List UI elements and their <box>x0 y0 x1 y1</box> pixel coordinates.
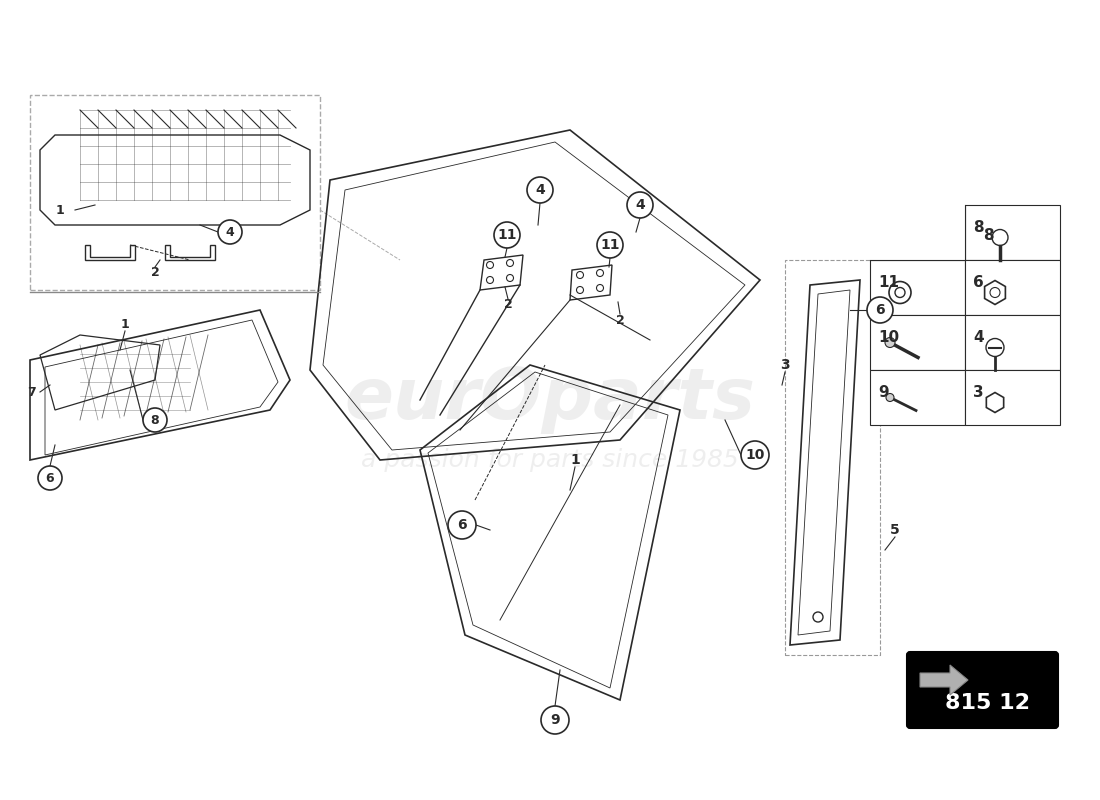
Text: 6: 6 <box>876 303 884 317</box>
Text: 4: 4 <box>974 330 983 345</box>
Circle shape <box>143 408 167 432</box>
Text: 7: 7 <box>28 386 36 398</box>
Text: 6: 6 <box>458 518 466 532</box>
Circle shape <box>448 511 476 539</box>
Circle shape <box>39 466 62 490</box>
Text: 8: 8 <box>151 414 160 426</box>
Text: 9: 9 <box>550 713 560 727</box>
Circle shape <box>741 441 769 469</box>
Text: a passion for parts since 1985: a passion for parts since 1985 <box>361 448 739 472</box>
FancyBboxPatch shape <box>870 315 965 370</box>
Text: 8: 8 <box>974 220 983 235</box>
Text: 11: 11 <box>601 238 619 252</box>
FancyBboxPatch shape <box>965 260 1060 315</box>
Text: 1: 1 <box>56 203 65 217</box>
FancyBboxPatch shape <box>870 205 965 260</box>
Text: 10: 10 <box>878 330 899 345</box>
Circle shape <box>597 232 623 258</box>
Text: 4: 4 <box>635 198 645 212</box>
Text: 4: 4 <box>226 226 234 238</box>
Text: 1: 1 <box>570 453 580 467</box>
Circle shape <box>886 338 895 347</box>
Text: 5: 5 <box>890 523 900 537</box>
FancyBboxPatch shape <box>870 370 965 425</box>
FancyBboxPatch shape <box>965 315 1060 370</box>
Circle shape <box>494 222 520 248</box>
FancyBboxPatch shape <box>908 652 1058 728</box>
Text: 6: 6 <box>46 471 54 485</box>
Circle shape <box>527 177 553 203</box>
Circle shape <box>541 706 569 734</box>
Text: eurOparts: eurOparts <box>344 366 756 434</box>
Circle shape <box>627 192 653 218</box>
Text: 815 12: 815 12 <box>945 693 1030 713</box>
Text: 3: 3 <box>780 358 790 372</box>
Polygon shape <box>920 665 968 695</box>
Text: 2: 2 <box>504 298 513 311</box>
Text: 11: 11 <box>878 275 899 290</box>
Text: 9: 9 <box>878 385 889 400</box>
Text: 6: 6 <box>974 275 983 290</box>
Circle shape <box>218 220 242 244</box>
FancyBboxPatch shape <box>965 370 1060 425</box>
FancyBboxPatch shape <box>870 260 965 315</box>
Text: 3: 3 <box>974 385 983 400</box>
Text: 11: 11 <box>497 228 517 242</box>
Text: 4: 4 <box>535 183 544 197</box>
Text: 10: 10 <box>746 448 764 462</box>
Text: 8: 8 <box>983 228 994 242</box>
Circle shape <box>867 297 893 323</box>
Circle shape <box>886 394 894 402</box>
Text: 2: 2 <box>151 266 160 279</box>
Text: 2: 2 <box>616 314 625 326</box>
Text: 1: 1 <box>121 318 130 331</box>
FancyBboxPatch shape <box>965 205 1060 260</box>
